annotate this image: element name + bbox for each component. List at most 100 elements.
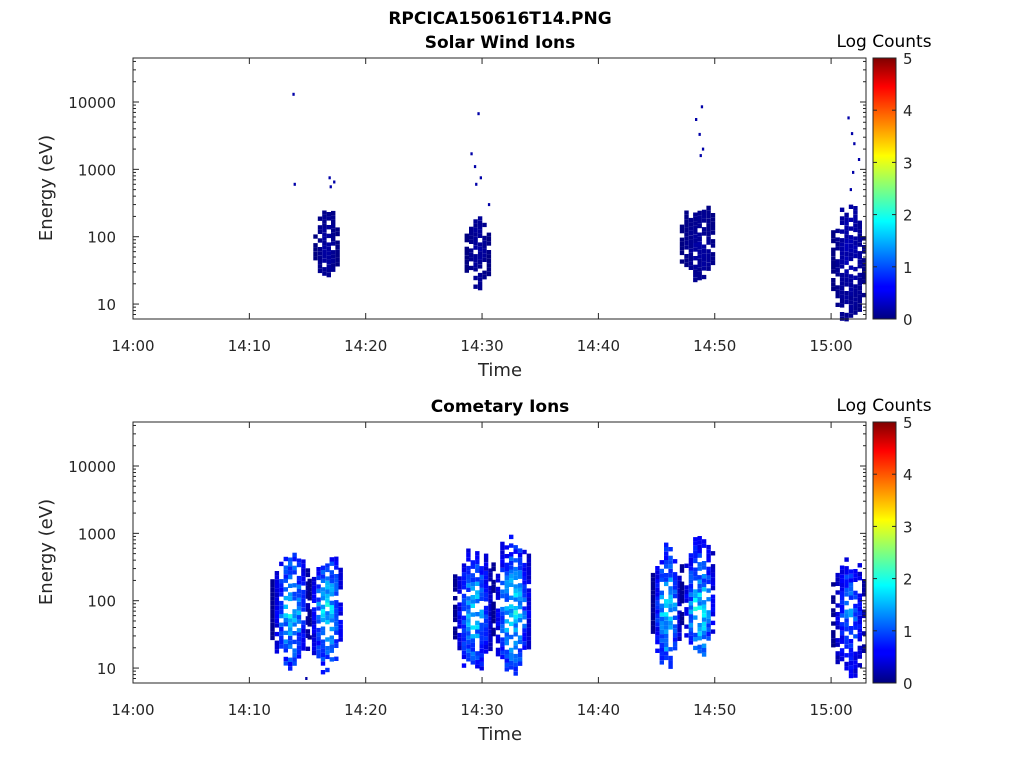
- spectrogram-cell: [659, 608, 664, 613]
- spectrogram-cell: [688, 261, 694, 266]
- spectrogram-cell: [483, 644, 489, 650]
- spectrogram-cell: [513, 584, 518, 589]
- x-tick-label: 15:00: [809, 337, 852, 355]
- spectrogram-cell: [844, 291, 849, 296]
- spectrogram-cell: [701, 621, 707, 627]
- colorbar-tick-label: 0: [903, 675, 913, 693]
- spectrogram-cell: [844, 583, 849, 588]
- spectrogram-cell: [706, 218, 711, 224]
- spectrogram-cell: [677, 632, 682, 637]
- spectrogram-cell: [679, 242, 685, 247]
- spectrogram-cell: [844, 592, 849, 597]
- spectrogram-cell: [270, 622, 275, 628]
- spectrogram-cell: [862, 592, 867, 597]
- spectrogram-cell: [839, 251, 845, 256]
- spectrogram-cell: [461, 650, 467, 655]
- spectrogram-cell: [862, 258, 867, 263]
- spectrogram-cell: [301, 559, 306, 564]
- solar-wind-plot-area: [292, 92, 867, 322]
- spectrogram-cell: [491, 619, 496, 624]
- spectrogram-cell: [461, 576, 467, 581]
- spectrogram-cell: [509, 634, 514, 640]
- spectrogram-cell: [526, 553, 532, 558]
- spectrogram-cell: [857, 632, 862, 638]
- spectrogram-cell: [326, 246, 331, 252]
- spectrogram-cell: [655, 583, 660, 588]
- spectrogram-cell: [475, 568, 480, 573]
- spectrogram-cell: [853, 266, 858, 272]
- spectrogram-cell: [320, 591, 326, 597]
- spectrogram-cell: [470, 595, 475, 600]
- spectrogram-cell: [853, 275, 858, 280]
- spectrogram-cell: [475, 599, 480, 604]
- spectrogram-cell: [322, 227, 327, 233]
- spectrogram-cell: [488, 572, 493, 578]
- spectrogram-cell: [679, 612, 685, 617]
- spectrogram-cell: [329, 587, 334, 592]
- spectrogram-cell: [279, 640, 284, 645]
- spectrogram-cell: [522, 549, 527, 555]
- spectrogram-cell: [331, 263, 336, 268]
- spectrogram-cell: [857, 576, 862, 581]
- spectrogram-cell: [296, 602, 302, 607]
- spectrogram-cell: [288, 635, 293, 641]
- spectrogram-cell: [839, 622, 845, 627]
- spectrogram-cell: [301, 629, 306, 634]
- spectrogram-cell: [701, 578, 707, 583]
- spectrogram-cell: [338, 611, 343, 616]
- spectrogram-cell: [274, 584, 280, 589]
- colorbar-tick-label: 2: [903, 207, 913, 225]
- spectrogram-cell: [491, 627, 496, 633]
- spectrogram-cell: [334, 574, 339, 579]
- spectrogram-cell: [710, 252, 716, 257]
- spectrogram-cell: [473, 262, 478, 268]
- solar-wind-colorbar: 0 1 2 3 4 5: [872, 50, 913, 329]
- spectrogram-cell: [500, 593, 505, 599]
- spectrogram-cell: [288, 627, 293, 632]
- spectrogram-cell: [650, 603, 656, 608]
- burst-3: [491, 534, 532, 676]
- spectrogram-cell: [457, 637, 462, 642]
- spectrogram-cell: [706, 553, 711, 558]
- spectrogram-cell: [839, 255, 845, 260]
- spectrogram-cell: [301, 572, 306, 577]
- spectrogram-cell: [857, 610, 862, 616]
- spectrogram-cell: [270, 592, 275, 597]
- spectrogram-cell: [679, 564, 685, 569]
- spectrogram-cell: [839, 596, 845, 601]
- spectrogram-cell: [697, 579, 702, 584]
- spectrogram-cell: [311, 607, 317, 612]
- spectrogram-cell: [710, 585, 716, 591]
- spectrogram-cell: [664, 651, 669, 656]
- spectrogram-cell: [839, 569, 845, 575]
- spectrogram-cell: [466, 578, 471, 584]
- spectrogram-cell: [513, 619, 518, 624]
- spectrogram-cell: [320, 652, 326, 657]
- spectrogram-cell: [475, 633, 480, 639]
- spectrogram-cell: [693, 243, 698, 248]
- spectrogram-cell: [274, 579, 280, 585]
- spectrogram-cell: [466, 583, 471, 588]
- spectrogram-cell: [668, 621, 673, 626]
- spectrogram-cell: [857, 242, 862, 247]
- spectrogram-cell: [517, 548, 523, 553]
- spectrogram-cell: [470, 586, 475, 591]
- spectrogram-cell: [853, 301, 858, 306]
- spectrogram-cell: [475, 612, 480, 617]
- spectrogram-cell: [710, 243, 716, 248]
- spectrogram-cell: [491, 632, 496, 637]
- count-point: [700, 105, 704, 109]
- spectrogram-cell: [697, 223, 702, 229]
- spectrogram-cell: [329, 639, 334, 645]
- spectrogram-cell: [526, 571, 532, 576]
- spectrogram-cell: [475, 664, 480, 669]
- spectrogram-cell: [322, 241, 327, 246]
- spectrogram-cell: [453, 574, 458, 579]
- spectrogram-cell: [461, 624, 467, 629]
- spectrogram-cell: [479, 661, 484, 667]
- spectrogram-cell: [835, 612, 840, 617]
- spectrogram-cell: [475, 564, 480, 569]
- spectrogram-cell: [672, 602, 678, 607]
- spectrogram-cell: [338, 602, 343, 607]
- spectrogram-cell: [466, 552, 471, 558]
